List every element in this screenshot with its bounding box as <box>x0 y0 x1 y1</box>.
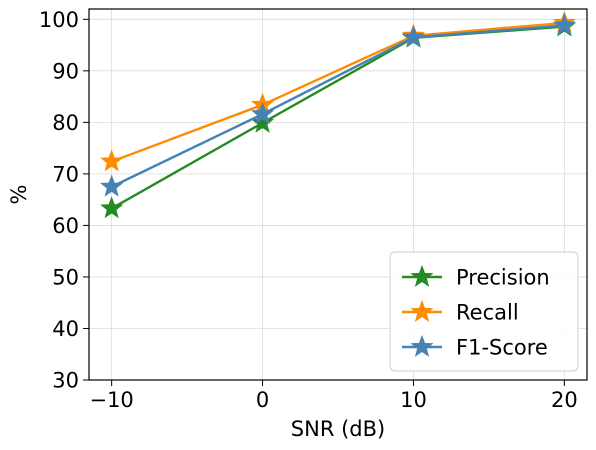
data-point-star <box>100 149 124 172</box>
x-tick-label: 0 <box>256 388 269 412</box>
data-point-star <box>100 196 124 219</box>
y-tick-label: 60 <box>52 214 79 238</box>
series-precision <box>100 14 576 219</box>
legend-star-marker <box>410 299 434 322</box>
y-tick-label: 100 <box>39 8 79 32</box>
data-point-star <box>552 13 576 36</box>
x-tick-label: 20 <box>551 388 578 412</box>
series-layer <box>100 10 576 219</box>
y-tick-label: 30 <box>52 369 79 393</box>
series-line <box>111 25 565 210</box>
y-tick-label: 40 <box>52 317 79 341</box>
y-tick-label: 80 <box>52 111 79 135</box>
y-tick-label: 50 <box>52 265 79 289</box>
x-axis-label: SNR (dB) <box>291 417 385 441</box>
data-point-star <box>250 110 275 133</box>
data-point-star <box>100 174 124 197</box>
y-axis-label: % <box>7 185 31 205</box>
x-tick-label: −10 <box>89 388 133 412</box>
legend-item: F1-Score <box>402 334 548 360</box>
legend-label: Precision <box>456 266 550 290</box>
legend-item: Recall <box>402 299 519 325</box>
y-tick-label: 70 <box>52 162 79 186</box>
series-line <box>111 24 565 188</box>
legend: Precision Recall F1-Score <box>389 251 579 372</box>
legend-label: Recall <box>456 301 519 325</box>
data-point-star <box>401 25 426 48</box>
ticks: −10 0 10 20 30 40 50 60 70 80 90 100 <box>39 8 578 412</box>
series-f1-score <box>100 13 576 197</box>
data-point-star <box>250 101 275 124</box>
legend-star-marker <box>410 264 434 287</box>
legend-star-marker <box>410 334 434 357</box>
y-tick-label: 90 <box>52 59 79 83</box>
series-line <box>111 21 565 163</box>
x-tick-label: 10 <box>400 388 427 412</box>
legend-box <box>389 251 579 372</box>
legend-item: Precision <box>402 264 550 290</box>
legend-label: F1-Score <box>456 336 548 360</box>
plot-frame <box>88 8 588 381</box>
series-recall <box>100 10 576 172</box>
